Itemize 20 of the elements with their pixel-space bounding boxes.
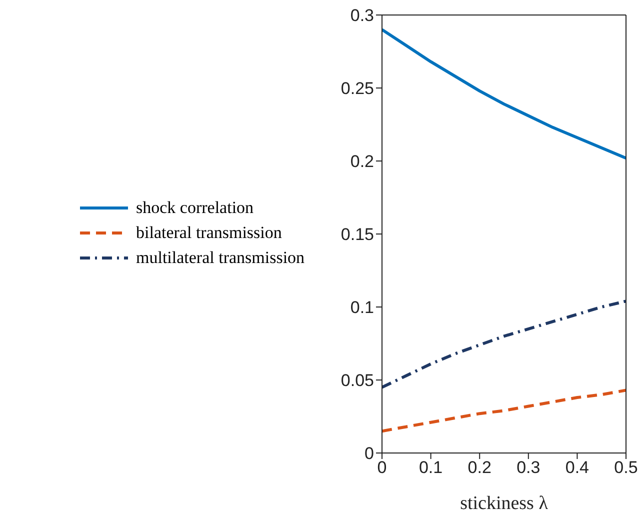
x-tick-label: 0.5 [614, 458, 638, 478]
x-tick-label: 0.3 [516, 458, 540, 478]
legend-label: bilateral transmission [136, 222, 282, 242]
y-tick-label: 0.25 [340, 79, 374, 98]
x-tick-label: 0.1 [418, 458, 443, 478]
line-series [382, 388, 626, 433]
y-tick-label: 0.3 [350, 6, 374, 26]
legend-label: shock correlation [136, 198, 254, 218]
x-axis-title: stickiness λ [460, 493, 549, 514]
legend-label: multilateral transmission [136, 248, 305, 268]
y-tick-label: 0 [364, 444, 374, 464]
y-tick-label: 0.2 [350, 152, 374, 172]
x-tick-label: 0 [377, 458, 387, 478]
y-tick-label: 0.05 [340, 371, 374, 390]
y-tick-label: 0.15 [340, 225, 374, 244]
line-series [382, 300, 626, 389]
line-series [382, 28, 626, 160]
x-tick-label: 0.4 [565, 458, 590, 478]
x-tick-label: 0.2 [468, 458, 492, 478]
y-tick-label: 0.1 [350, 298, 374, 318]
